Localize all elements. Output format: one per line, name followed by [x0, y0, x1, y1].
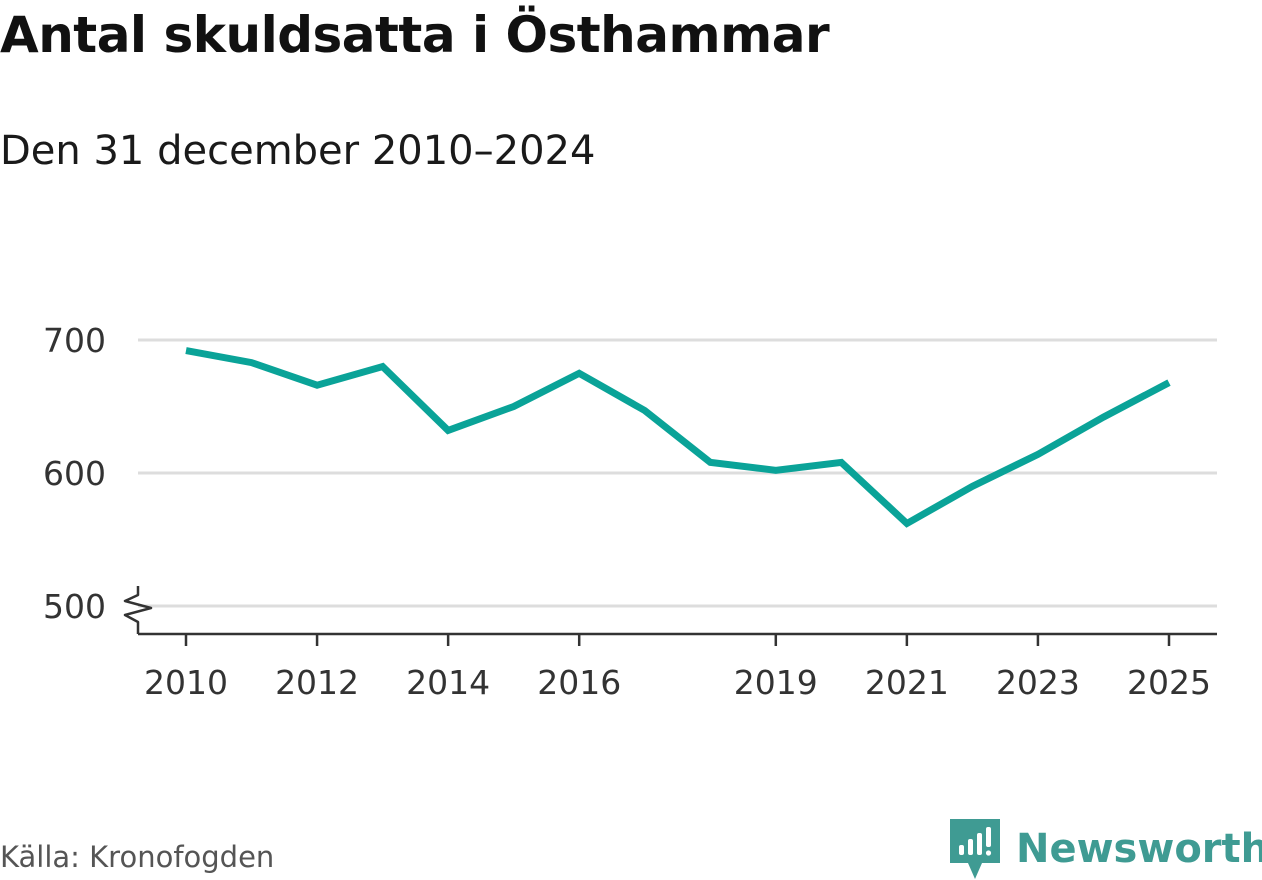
x-axis-ticks: 2010 2012 2014 2016 2019 2021 2023 2025 — [144, 634, 1211, 702]
x-tick-label-2016: 2016 — [537, 663, 621, 702]
y-tick-label-700: 700 — [43, 321, 106, 360]
y-tick-label-500: 500 — [43, 587, 106, 626]
brand-logo: Newsworthy — [950, 818, 1262, 880]
y-axis-ticks: 500 600 700 — [43, 321, 106, 626]
y-tick-label-600: 600 — [43, 454, 106, 493]
x-tick-label-2021: 2021 — [865, 663, 949, 702]
series-line-0 — [185, 347, 1171, 528]
chart-subtitle: Den 31 december 2010–2024 — [0, 128, 596, 174]
series-layer — [185, 347, 1171, 528]
axes — [123, 586, 1217, 636]
source-note: Källa: Kronofogden — [0, 840, 275, 874]
x-tick-label-2014: 2014 — [406, 663, 490, 702]
x-tick-label-2012: 2012 — [275, 663, 359, 702]
x-tick-label-2023: 2023 — [996, 663, 1080, 702]
x-tick-label-2010: 2010 — [144, 663, 228, 702]
x-tick-label-2025: 2025 — [1127, 663, 1211, 702]
brand-name: Newsworthy — [1016, 826, 1262, 872]
chart-title: Antal skuldsatta i Östhammar — [0, 6, 830, 64]
newsworthy-logo-icon — [950, 819, 1000, 879]
x-tick-label-2019: 2019 — [734, 663, 818, 702]
grid-lines — [138, 338, 1217, 608]
axis-break-icon — [123, 586, 153, 634]
